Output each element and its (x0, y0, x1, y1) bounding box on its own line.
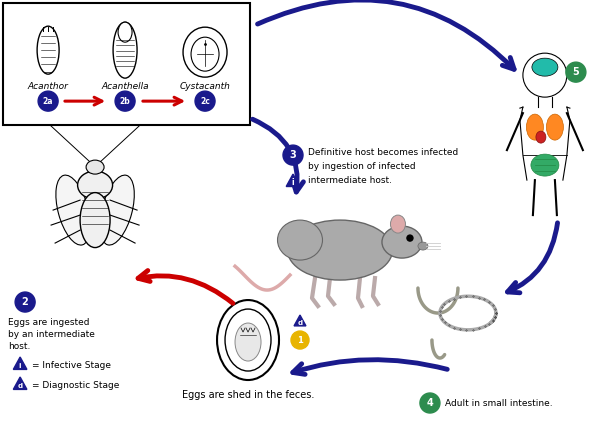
Text: = Diagnostic Stage: = Diagnostic Stage (32, 381, 119, 389)
Text: Acanthor: Acanthor (28, 82, 68, 91)
Text: 2: 2 (22, 297, 28, 307)
Circle shape (523, 53, 567, 97)
Circle shape (15, 292, 35, 312)
Polygon shape (294, 315, 306, 326)
Ellipse shape (547, 114, 563, 140)
Ellipse shape (183, 27, 227, 77)
Polygon shape (13, 377, 27, 389)
Ellipse shape (531, 154, 559, 176)
Circle shape (283, 145, 303, 165)
Circle shape (38, 91, 58, 111)
Text: Eggs are ingested
by an intermediate
host.: Eggs are ingested by an intermediate hos… (8, 318, 95, 351)
Polygon shape (286, 174, 300, 187)
Text: Adult in small intestine.: Adult in small intestine. (445, 399, 553, 408)
Ellipse shape (37, 26, 59, 74)
Ellipse shape (532, 58, 558, 76)
Text: 1: 1 (297, 336, 303, 344)
Circle shape (566, 62, 586, 82)
Text: 4: 4 (427, 398, 433, 408)
Ellipse shape (225, 309, 271, 371)
FancyBboxPatch shape (3, 3, 250, 125)
Ellipse shape (526, 114, 544, 140)
Text: by ingestion of infected: by ingestion of infected (308, 162, 416, 171)
Ellipse shape (80, 192, 110, 248)
Text: intermediate host.: intermediate host. (308, 176, 392, 185)
Text: Eggs are shed in the feces.: Eggs are shed in the feces. (182, 390, 314, 400)
Ellipse shape (287, 220, 392, 280)
Ellipse shape (235, 323, 261, 361)
Circle shape (291, 331, 309, 349)
Ellipse shape (418, 242, 428, 250)
Text: Acanthella: Acanthella (101, 82, 149, 91)
Ellipse shape (391, 215, 406, 233)
Ellipse shape (56, 175, 91, 245)
Text: 2c: 2c (200, 97, 210, 106)
Ellipse shape (382, 226, 422, 258)
Text: d: d (298, 320, 302, 326)
Ellipse shape (100, 175, 134, 245)
Circle shape (195, 91, 215, 111)
Text: d: d (17, 383, 23, 389)
Text: Cystacanth: Cystacanth (179, 82, 230, 91)
Ellipse shape (113, 22, 137, 78)
Circle shape (115, 91, 135, 111)
Text: i: i (19, 363, 22, 369)
Ellipse shape (77, 171, 113, 199)
Text: i: i (292, 179, 295, 187)
Ellipse shape (536, 131, 546, 143)
Circle shape (420, 393, 440, 413)
Text: Definitive host becomes infected: Definitive host becomes infected (308, 148, 458, 157)
Text: 5: 5 (572, 67, 579, 77)
Ellipse shape (278, 220, 322, 260)
Text: 3: 3 (290, 150, 296, 160)
Text: 2a: 2a (43, 97, 53, 106)
Text: 2b: 2b (119, 97, 130, 106)
Ellipse shape (191, 37, 219, 71)
Circle shape (407, 235, 413, 241)
Ellipse shape (86, 160, 104, 174)
Ellipse shape (217, 300, 279, 380)
Ellipse shape (118, 22, 132, 42)
Text: = Infective Stage: = Infective Stage (32, 360, 111, 370)
Polygon shape (13, 357, 27, 369)
